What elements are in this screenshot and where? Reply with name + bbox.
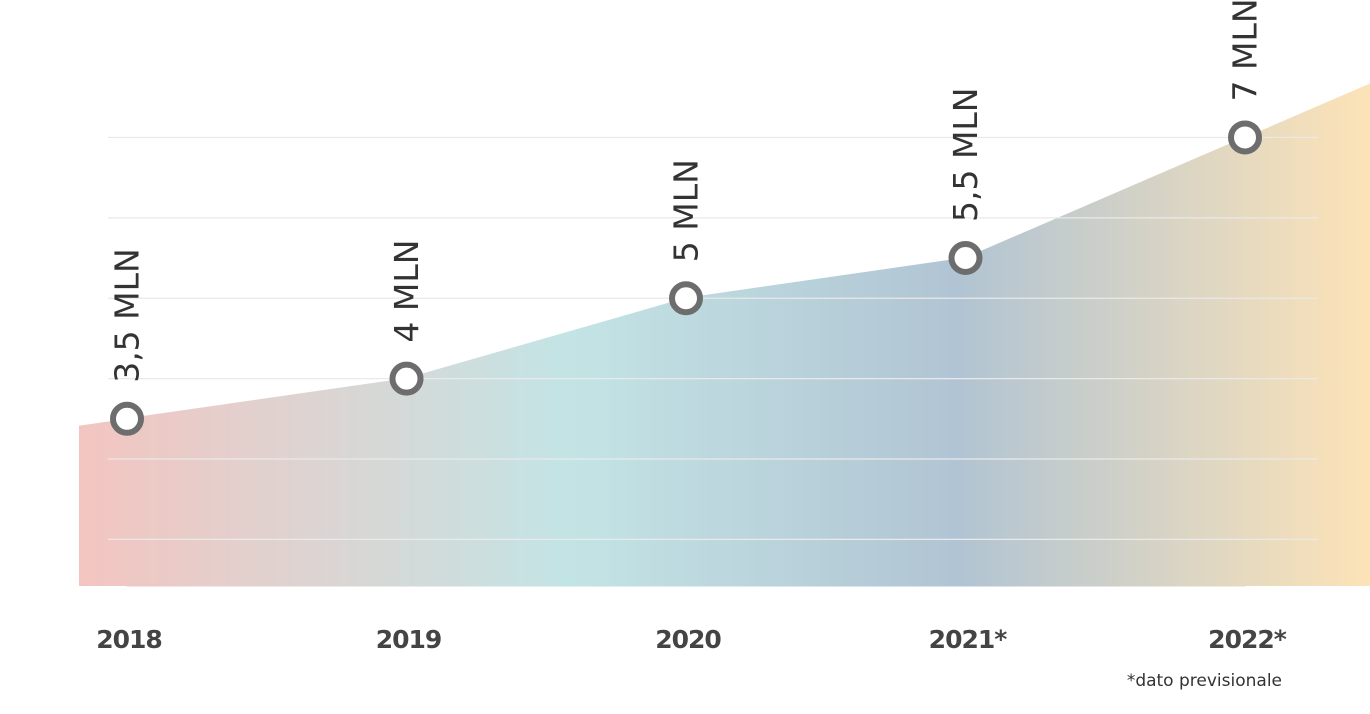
value-label: 5,5 MLN (946, 88, 985, 223)
data-point (948, 241, 983, 276)
x-tick-label: 2019 (376, 625, 442, 654)
x-tick-label: 2021* (929, 625, 1008, 654)
area-edge-right (1245, 83, 1370, 587)
value-label: 4 MLN (387, 240, 426, 343)
data-point (110, 401, 144, 436)
footnote: *dato previsionale (1127, 671, 1282, 691)
area-edge-left (79, 418, 127, 586)
data-point (389, 361, 424, 396)
value-label: 3,5 MLN (108, 248, 147, 383)
value-label: 5 MLN (667, 159, 706, 262)
value-label: 7 MLN (1226, 0, 1265, 101)
area (126, 136, 1246, 587)
x-tick-label: 2018 (96, 625, 162, 654)
data-point (1228, 120, 1262, 155)
data-point (669, 281, 703, 316)
x-tick-label: 2022* (1208, 625, 1287, 654)
x-tick-label: 2020 (655, 625, 721, 654)
